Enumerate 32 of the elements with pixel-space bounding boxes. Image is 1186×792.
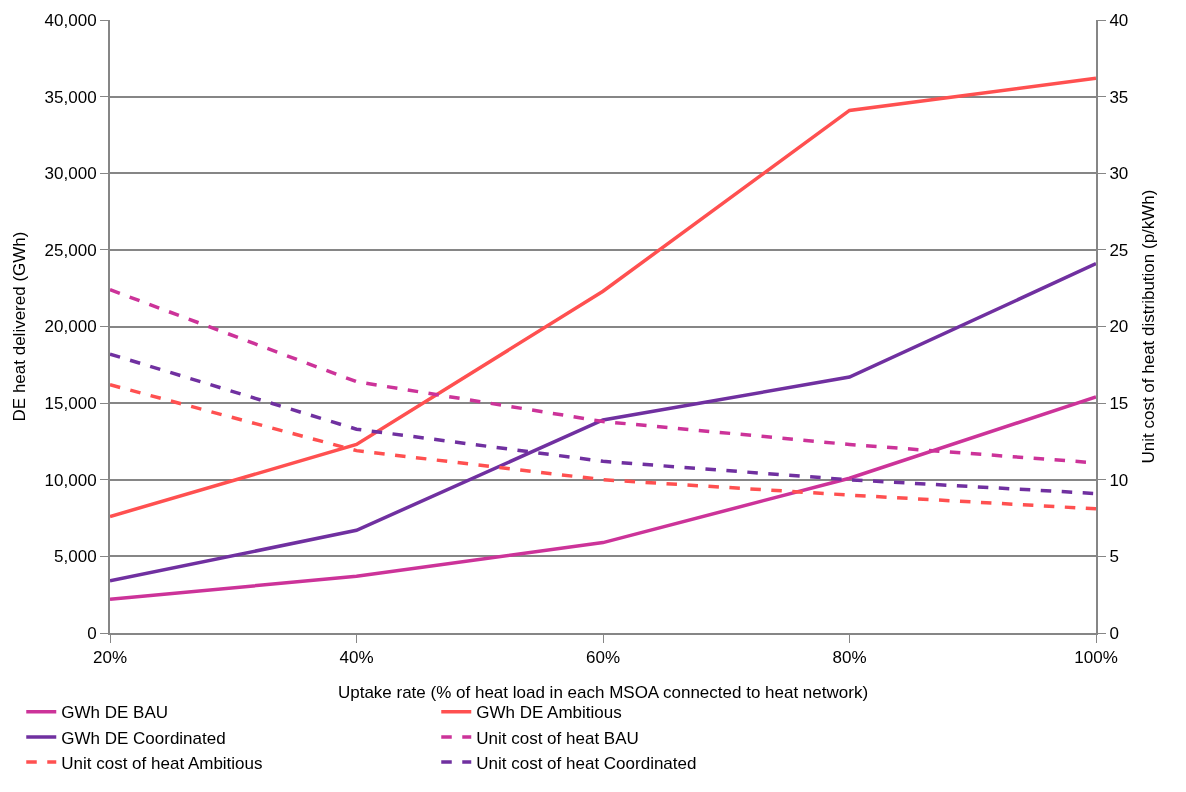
y2-tick-label: 20	[1109, 317, 1129, 337]
x-tick-label: 60%	[585, 648, 621, 668]
y-tick-label: 5,000	[54, 547, 97, 567]
legend-label: Unit cost of heat Ambitious	[61, 753, 263, 773]
x-tick-label: 20%	[92, 648, 128, 668]
y2-axis-title: Unit cost of heat distribution (p/kWh)	[1139, 189, 1159, 464]
x-axis-title: Uptake rate (% of heat load in each MSOA connected to heat network)	[337, 683, 869, 703]
y2-tick-label: 0	[1109, 623, 1119, 643]
legend-label: Unit cost of heat Coordinated	[476, 753, 697, 773]
legend-label: GWh DE Ambitious	[476, 703, 622, 723]
y-tick-label: 30,000	[44, 164, 97, 184]
y2-tick-label: 25	[1109, 240, 1129, 260]
y-tick-label: 40,000	[44, 10, 97, 30]
y-tick-label: 15,000	[44, 394, 97, 414]
y-tick-label: 35,000	[44, 87, 97, 107]
y-tick-label: 10,000	[44, 470, 97, 490]
x-tick-label: 100%	[1074, 648, 1118, 668]
legend-label: GWh DE BAU	[61, 703, 169, 723]
y2-tick-label: 30	[1109, 164, 1129, 184]
y2-tick-label: 40	[1109, 10, 1129, 30]
legend-label: Unit cost of heat BAU	[476, 728, 639, 748]
legend-label: GWh DE Coordinated	[61, 728, 226, 748]
y-tick-label: 25,000	[44, 240, 97, 260]
y-axis-title: DE heat delivered (GWh)	[9, 231, 29, 422]
y2-tick-label: 35	[1109, 87, 1129, 107]
x-tick-label: 40%	[339, 648, 374, 668]
y2-tick-label: 10	[1109, 470, 1129, 490]
y2-tick-label: 15	[1109, 394, 1129, 414]
y-tick-label: 20,000	[44, 317, 97, 337]
y2-tick-label: 5	[1109, 547, 1119, 567]
y-tick-label: 0	[87, 623, 97, 643]
x-tick-label: 80%	[832, 648, 867, 668]
